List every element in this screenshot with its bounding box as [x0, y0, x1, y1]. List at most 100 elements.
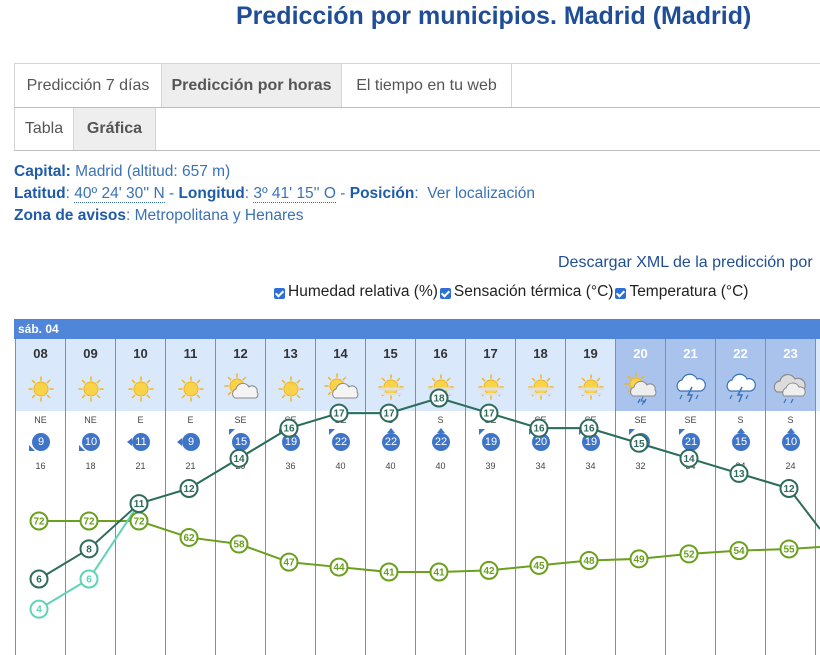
- data-point-marker: [679, 448, 699, 468]
- humidity-checkbox-label[interactable]: Humedad relativa (%): [288, 283, 438, 300]
- hourly-grid: 08NE91609NE101810E112111E92112SE152913SE…: [14, 339, 820, 655]
- data-point[interactable]: 45: [529, 555, 549, 575]
- hourly-chart: 72 72 72 62 58 47 44 41 41 42 45 48 49 52 54 55 4 6 6 8 11 12…: [29, 388, 820, 619]
- hour-label: 08: [16, 339, 65, 367]
- data-point[interactable]: 16: [529, 418, 549, 438]
- data-point-marker: [629, 549, 649, 569]
- tab-prediccion-7-dias[interactable]: Predicción 7 días: [14, 64, 162, 107]
- data-point-marker: [79, 511, 99, 531]
- wind-arrow-icon: [479, 429, 485, 435]
- data-point[interactable]: 11: [129, 494, 149, 514]
- data-point[interactable]: 8: [79, 539, 99, 559]
- feels-like-checkbox[interactable]: [439, 287, 451, 299]
- data-point[interactable]: 13: [729, 463, 749, 483]
- data-point[interactable]: 41: [429, 562, 449, 582]
- data-point[interactable]: 16: [279, 418, 299, 438]
- hour-label: 23: [766, 339, 815, 367]
- data-point-marker: [229, 534, 249, 554]
- data-point[interactable]: 47: [279, 552, 299, 572]
- data-point[interactable]: 72: [29, 511, 49, 531]
- data-point[interactable]: 6: [29, 569, 49, 589]
- hour-column: 11 E 9 21: [165, 339, 215, 655]
- wind-direction: NE: [34, 415, 47, 425]
- data-label: 14: [683, 454, 695, 465]
- tab-grafica[interactable]: Gráfica: [74, 108, 156, 150]
- tab-prediccion-por-horas[interactable]: Predicción por horas: [162, 64, 342, 107]
- tab-el-tiempo-en-tu-web[interactable]: El tiempo en tu web: [342, 64, 512, 107]
- hour-label: 09: [66, 339, 115, 367]
- data-point[interactable]: 42: [479, 560, 499, 580]
- hour-column: 14SE2240: [315, 339, 365, 655]
- hour-column-partial: [815, 339, 820, 655]
- data-point[interactable]: 44: [329, 557, 349, 577]
- data-label: 17: [333, 409, 345, 420]
- temperature-checkbox[interactable]: [615, 287, 627, 299]
- data-label: 6: [86, 575, 92, 586]
- data-point[interactable]: 16: [579, 418, 599, 438]
- data-point[interactable]: 52: [679, 544, 699, 564]
- wind-gust: 24: [785, 461, 796, 471]
- sun-cloud-icon: [224, 373, 259, 399]
- data-point[interactable]: 55: [779, 539, 799, 559]
- data-point-marker: [29, 569, 49, 589]
- longitude-value: 3º 41' 15'' O: [253, 185, 336, 203]
- hour-label: 20: [616, 339, 665, 367]
- weather-icon-cell: [366, 367, 415, 411]
- wind-speed: 22: [432, 433, 450, 451]
- data-point[interactable]: 17: [479, 403, 499, 423]
- data-label: 18: [433, 394, 445, 405]
- data-point[interactable]: 41: [379, 562, 399, 582]
- data-point[interactable]: 54: [729, 541, 749, 561]
- data-point-marker: [379, 562, 399, 582]
- data-point[interactable]: 4: [29, 599, 49, 619]
- data-point-marker: [79, 569, 99, 589]
- ver-localizacion-link[interactable]: Ver localización: [427, 185, 535, 202]
- coordinates-line: Latitud: 40º 24' 30'' N - Longitud: 3º 4…: [14, 185, 535, 203]
- humidity-checkbox[interactable]: [274, 287, 285, 299]
- wind-speed: 15: [732, 433, 750, 451]
- data-label: 47: [283, 558, 295, 569]
- wind-direction: E: [137, 415, 144, 425]
- zona-value[interactable]: Metropolitana y Henares: [134, 207, 304, 224]
- wind-direction: SE: [684, 415, 697, 425]
- data-point[interactable]: 17: [379, 403, 399, 423]
- data-point[interactable]: 72: [79, 511, 99, 531]
- data-point[interactable]: 58: [229, 534, 249, 554]
- data-point[interactable]: 15: [629, 433, 649, 453]
- data-point-marker: [729, 463, 749, 483]
- data-point[interactable]: 48: [579, 550, 599, 570]
- data-point[interactable]: 14: [229, 448, 249, 468]
- data-label: 12: [783, 484, 795, 495]
- data-point[interactable]: 14: [679, 448, 699, 468]
- wind-direction: S: [437, 415, 444, 425]
- data-point-marker: [629, 433, 649, 453]
- hour-label: 12: [216, 339, 265, 367]
- hour-column: 17SE1939: [465, 339, 515, 655]
- sun-haze-icon: [528, 374, 554, 400]
- hour-label: 16: [416, 339, 465, 367]
- capital-line: Capital: Madrid (altitud: 657 m): [14, 163, 230, 181]
- download-xml-link[interactable]: Descargar XML de la predicción por: [558, 254, 813, 271]
- sun-storm-icon: [624, 372, 657, 406]
- tab-tabla[interactable]: Tabla: [14, 108, 74, 150]
- data-point-marker: [529, 555, 549, 575]
- data-point[interactable]: 72: [129, 511, 149, 531]
- wind-speed: 22: [332, 433, 350, 451]
- data-point[interactable]: 6: [79, 569, 99, 589]
- hour-column: 21SE2134: [665, 339, 715, 655]
- data-point[interactable]: 12: [779, 479, 799, 498]
- data-label: 16: [583, 424, 595, 435]
- sun-icon: [78, 376, 104, 402]
- data-point-marker: [329, 557, 349, 577]
- data-point[interactable]: 18: [429, 388, 449, 408]
- temperature-checkbox-label[interactable]: Temperatura (°C): [629, 283, 749, 300]
- data-label: 17: [383, 409, 395, 420]
- feels-like-checkbox-label[interactable]: Sensación térmica (°C): [453, 283, 614, 300]
- wind-direction: E: [187, 415, 194, 425]
- weather-icon-cell: [216, 367, 265, 411]
- data-point[interactable]: 17: [329, 403, 349, 423]
- data-point[interactable]: 49: [629, 549, 649, 569]
- data-label: 16: [283, 424, 295, 435]
- data-point[interactable]: 62: [179, 527, 199, 547]
- data-point[interactable]: 12: [179, 479, 199, 498]
